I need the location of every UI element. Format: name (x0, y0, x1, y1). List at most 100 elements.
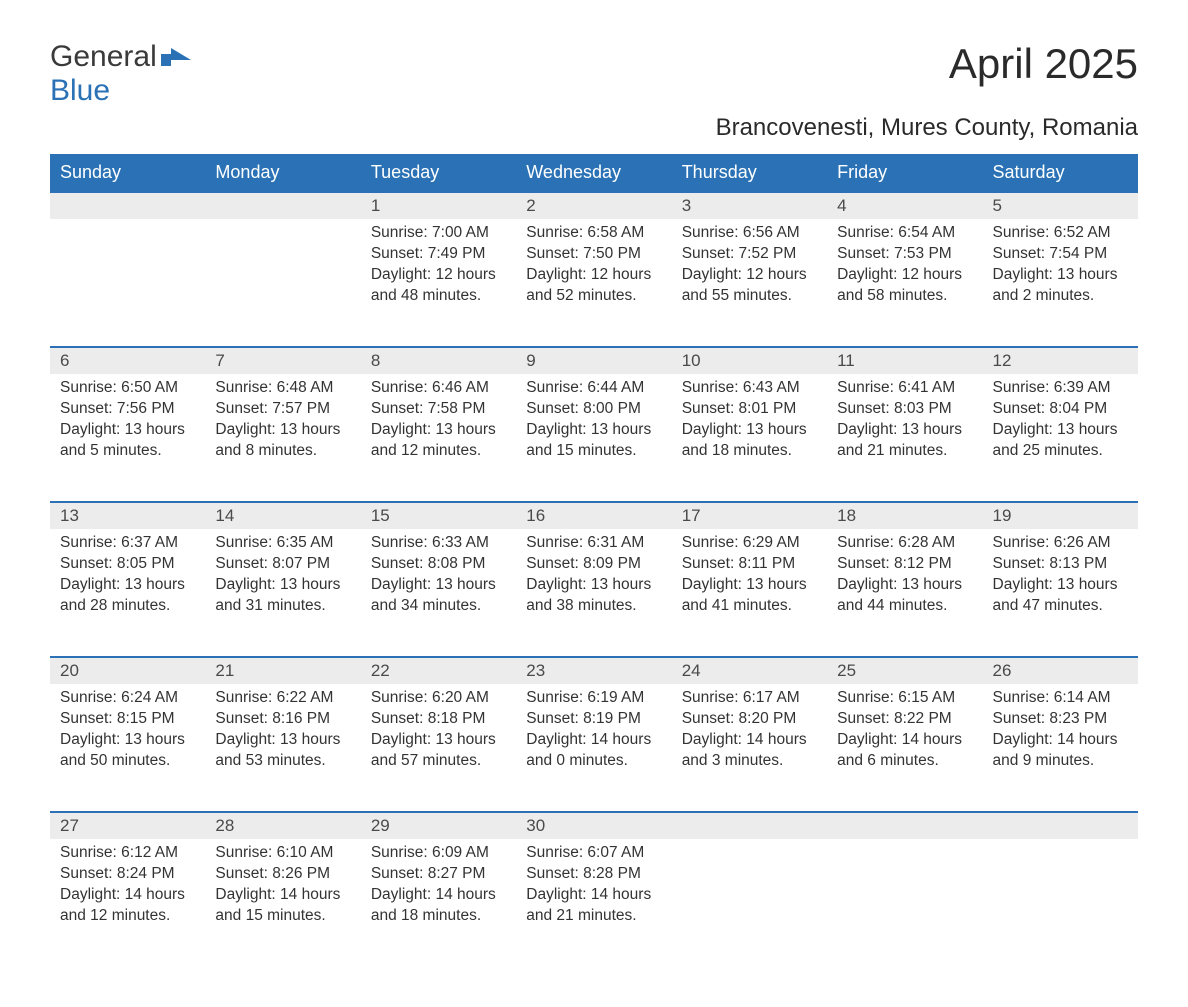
day-content-cell (205, 219, 360, 347)
weekday-header-row: Sunday Monday Tuesday Wednesday Thursday… (50, 154, 1138, 192)
sunset-line: Sunset: 8:03 PM (837, 399, 972, 420)
day-number-cell: 29 (361, 812, 516, 839)
day-number-cell: 13 (50, 502, 205, 529)
day-content-cell: Sunrise: 6:46 AMSunset: 7:58 PMDaylight:… (361, 374, 516, 502)
sunrise-line: Sunrise: 6:46 AM (371, 378, 506, 399)
day-number-cell: 12 (983, 347, 1138, 374)
day-number-cell (205, 192, 360, 219)
day-number-cell (50, 192, 205, 219)
day-content-cell: Sunrise: 6:39 AMSunset: 8:04 PMDaylight:… (983, 374, 1138, 502)
sunset-line: Sunset: 8:09 PM (526, 554, 661, 575)
day-content-cell: Sunrise: 6:37 AMSunset: 8:05 PMDaylight:… (50, 529, 205, 657)
day-content-cell (827, 839, 982, 967)
daylight-line: Daylight: 13 hours and 38 minutes. (526, 575, 661, 617)
sunrise-line: Sunrise: 6:48 AM (215, 378, 350, 399)
daynum-row: 20212223242526 (50, 657, 1138, 684)
daylight-line: Daylight: 13 hours and 18 minutes. (682, 420, 817, 462)
header: General Blue April 2025 (50, 40, 1138, 108)
daylight-line: Daylight: 14 hours and 18 minutes. (371, 885, 506, 927)
day-content-cell (50, 219, 205, 347)
sunrise-line: Sunrise: 6:35 AM (215, 533, 350, 554)
day-content-cell: Sunrise: 6:10 AMSunset: 8:26 PMDaylight:… (205, 839, 360, 967)
weekday-header: Friday (827, 154, 982, 192)
sunset-line: Sunset: 8:23 PM (993, 709, 1128, 730)
sunset-line: Sunset: 8:22 PM (837, 709, 972, 730)
daylight-line: Daylight: 13 hours and 34 minutes. (371, 575, 506, 617)
sunrise-line: Sunrise: 6:09 AM (371, 843, 506, 864)
day-content-cell: Sunrise: 6:22 AMSunset: 8:16 PMDaylight:… (205, 684, 360, 812)
day-number-cell: 2 (516, 192, 671, 219)
daynum-row: 27282930 (50, 812, 1138, 839)
day-number-cell: 28 (205, 812, 360, 839)
sunset-line: Sunset: 8:18 PM (371, 709, 506, 730)
day-number-cell: 3 (672, 192, 827, 219)
sunrise-line: Sunrise: 6:54 AM (837, 223, 972, 244)
sunset-line: Sunset: 7:54 PM (993, 244, 1128, 265)
sunrise-line: Sunrise: 6:50 AM (60, 378, 195, 399)
day-number-cell: 23 (516, 657, 671, 684)
sunrise-line: Sunrise: 6:17 AM (682, 688, 817, 709)
day-content-cell (672, 839, 827, 967)
day-content-row: Sunrise: 7:00 AMSunset: 7:49 PMDaylight:… (50, 219, 1138, 347)
daylight-line: Daylight: 14 hours and 21 minutes. (526, 885, 661, 927)
sunrise-line: Sunrise: 6:10 AM (215, 843, 350, 864)
day-content-row: Sunrise: 6:50 AMSunset: 7:56 PMDaylight:… (50, 374, 1138, 502)
day-number-cell: 16 (516, 502, 671, 529)
sunrise-line: Sunrise: 6:52 AM (993, 223, 1128, 244)
sunset-line: Sunset: 8:19 PM (526, 709, 661, 730)
sunset-line: Sunset: 8:28 PM (526, 864, 661, 885)
day-number-cell: 1 (361, 192, 516, 219)
sunrise-line: Sunrise: 6:28 AM (837, 533, 972, 554)
daylight-line: Daylight: 13 hours and 41 minutes. (682, 575, 817, 617)
day-content-cell: Sunrise: 6:28 AMSunset: 8:12 PMDaylight:… (827, 529, 982, 657)
weekday-header: Sunday (50, 154, 205, 192)
daylight-line: Daylight: 13 hours and 28 minutes. (60, 575, 195, 617)
sunset-line: Sunset: 8:05 PM (60, 554, 195, 575)
sunset-line: Sunset: 8:16 PM (215, 709, 350, 730)
sunset-line: Sunset: 7:56 PM (60, 399, 195, 420)
sunrise-line: Sunrise: 6:43 AM (682, 378, 817, 399)
page-title: April 2025 (949, 40, 1138, 88)
day-content-cell: Sunrise: 6:26 AMSunset: 8:13 PMDaylight:… (983, 529, 1138, 657)
sunset-line: Sunset: 8:20 PM (682, 709, 817, 730)
day-content-cell: Sunrise: 6:50 AMSunset: 7:56 PMDaylight:… (50, 374, 205, 502)
weekday-header: Thursday (672, 154, 827, 192)
sunset-line: Sunset: 8:04 PM (993, 399, 1128, 420)
logo-blue: Blue (50, 74, 110, 107)
sunrise-line: Sunrise: 6:41 AM (837, 378, 972, 399)
sunrise-line: Sunrise: 7:00 AM (371, 223, 506, 244)
daylight-line: Daylight: 12 hours and 52 minutes. (526, 265, 661, 307)
day-number-cell: 22 (361, 657, 516, 684)
sunset-line: Sunset: 8:11 PM (682, 554, 817, 575)
day-content-cell: Sunrise: 6:24 AMSunset: 8:15 PMDaylight:… (50, 684, 205, 812)
sunset-line: Sunset: 7:58 PM (371, 399, 506, 420)
daylight-line: Daylight: 13 hours and 5 minutes. (60, 420, 195, 462)
sunset-line: Sunset: 8:00 PM (526, 399, 661, 420)
day-content-cell: Sunrise: 6:43 AMSunset: 8:01 PMDaylight:… (672, 374, 827, 502)
day-content-cell: Sunrise: 6:20 AMSunset: 8:18 PMDaylight:… (361, 684, 516, 812)
day-content-cell (983, 839, 1138, 967)
day-content-cell: Sunrise: 6:33 AMSunset: 8:08 PMDaylight:… (361, 529, 516, 657)
daylight-line: Daylight: 12 hours and 58 minutes. (837, 265, 972, 307)
sunrise-line: Sunrise: 6:15 AM (837, 688, 972, 709)
day-content-cell: Sunrise: 6:41 AMSunset: 8:03 PMDaylight:… (827, 374, 982, 502)
logo-text: General Blue (50, 40, 195, 108)
daylight-line: Daylight: 13 hours and 31 minutes. (215, 575, 350, 617)
sunrise-line: Sunrise: 6:19 AM (526, 688, 661, 709)
daylight-line: Daylight: 12 hours and 48 minutes. (371, 265, 506, 307)
daylight-line: Daylight: 14 hours and 15 minutes. (215, 885, 350, 927)
day-number-cell: 5 (983, 192, 1138, 219)
daylight-line: Daylight: 13 hours and 25 minutes. (993, 420, 1128, 462)
weekday-header: Monday (205, 154, 360, 192)
sunset-line: Sunset: 8:26 PM (215, 864, 350, 885)
day-content-cell: Sunrise: 6:52 AMSunset: 7:54 PMDaylight:… (983, 219, 1138, 347)
day-content-cell: Sunrise: 6:56 AMSunset: 7:52 PMDaylight:… (672, 219, 827, 347)
daylight-line: Daylight: 14 hours and 9 minutes. (993, 730, 1128, 772)
sunrise-line: Sunrise: 6:58 AM (526, 223, 661, 244)
sunrise-line: Sunrise: 6:56 AM (682, 223, 817, 244)
daylight-line: Daylight: 13 hours and 8 minutes. (215, 420, 350, 462)
daylight-line: Daylight: 13 hours and 2 minutes. (993, 265, 1128, 307)
sunrise-line: Sunrise: 6:12 AM (60, 843, 195, 864)
sunrise-line: Sunrise: 6:26 AM (993, 533, 1128, 554)
sunset-line: Sunset: 8:27 PM (371, 864, 506, 885)
